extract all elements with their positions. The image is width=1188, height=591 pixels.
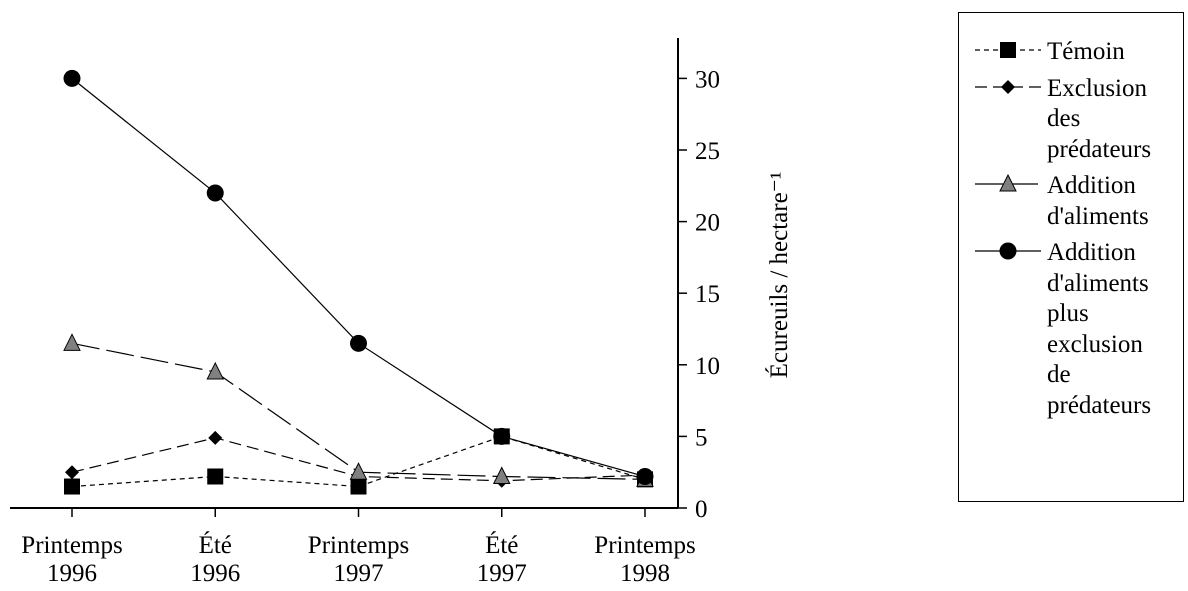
x-tick-label: Printemps [21, 532, 122, 559]
legend-label: Addition d'aliments plus exclusion de prédate… [1047, 238, 1179, 421]
x-tick-label: Été [199, 531, 232, 559]
legend-label-line: de [1047, 361, 1071, 388]
series-line [71, 342, 646, 480]
x-tick-label: 1997 [477, 560, 527, 587]
y-tick-label: 25 [695, 138, 720, 165]
legend-label-line: Addition [1047, 172, 1136, 199]
legend-label-line: Addition [1047, 239, 1136, 266]
x-tick-label: Printemps [308, 532, 409, 559]
legend-marker [1001, 79, 1015, 94]
legend-marker [999, 242, 1017, 260]
legend-label-line: Exclusion [1047, 74, 1147, 102]
legend-swatch [975, 242, 1041, 260]
data-point [65, 465, 79, 480]
series-line [71, 77, 646, 478]
x-tick-label: 1996 [190, 560, 240, 587]
legend-swatch [975, 42, 1041, 58]
data-point [492, 466, 511, 484]
legend-swatch [975, 79, 1041, 94]
legend: Témoin Exclusion des prédateurs Addition d'al… [958, 12, 1184, 502]
x-tick-label: 1996 [47, 560, 97, 587]
series-layer [63, 69, 654, 495]
series-1 [64, 428, 653, 495]
data-point [636, 467, 654, 485]
data-point [208, 430, 223, 445]
series-4 [63, 69, 654, 485]
y-axis-label: Écureuils / hectare⁻¹ [765, 172, 793, 379]
legend-label-line: d'aliments [1047, 202, 1149, 230]
x-tick-label: Printemps [594, 532, 695, 559]
legend-label-line: plus [1047, 300, 1089, 327]
legend-label-line: prédateurs [1047, 135, 1152, 163]
data-point [64, 478, 80, 495]
y-tick-label: 0 [695, 496, 708, 523]
x-tick-label: 1998 [620, 560, 670, 587]
y-tick-label: 10 [695, 353, 720, 380]
labels-layer: 051015202530Printemps1996Été1996Printemp… [21, 66, 793, 587]
legend-label-line: des [1047, 105, 1081, 132]
data-point [206, 184, 224, 202]
x-tick-label: Été [485, 531, 518, 559]
axes [10, 38, 687, 517]
series-line [71, 435, 646, 488]
legend-label: Témoin [1047, 37, 1179, 68]
data-point [63, 69, 81, 87]
y-tick-label: 5 [695, 424, 708, 451]
legend-label-line: Témoin [1047, 38, 1125, 65]
legend-label: Exclusion des prédateurs [1047, 74, 1179, 166]
y-tick-label: 30 [695, 66, 720, 93]
x-tick-label: 1997 [334, 560, 384, 587]
data-point [207, 468, 224, 485]
data-point [206, 361, 225, 380]
data-point [350, 334, 367, 352]
legend-label-line: exclusion [1047, 330, 1143, 358]
legend-marker [999, 173, 1017, 192]
y-tick-label: 15 [695, 281, 720, 308]
data-point [349, 462, 368, 480]
data-point [63, 333, 81, 351]
legend-label: Addition d'aliments [1047, 171, 1179, 232]
series-3 [63, 333, 654, 487]
line-chart: 051015202530Printemps1996Été1996Printemp… [10, 38, 793, 587]
data-point [350, 478, 367, 495]
data-point [493, 427, 511, 445]
y-tick-label: 20 [695, 210, 720, 237]
legend-marker [1000, 42, 1016, 58]
legend-label-line: prédateurs [1047, 391, 1152, 419]
legend-label-line: d'aliments [1047, 269, 1149, 297]
legend-swatch [975, 173, 1041, 192]
